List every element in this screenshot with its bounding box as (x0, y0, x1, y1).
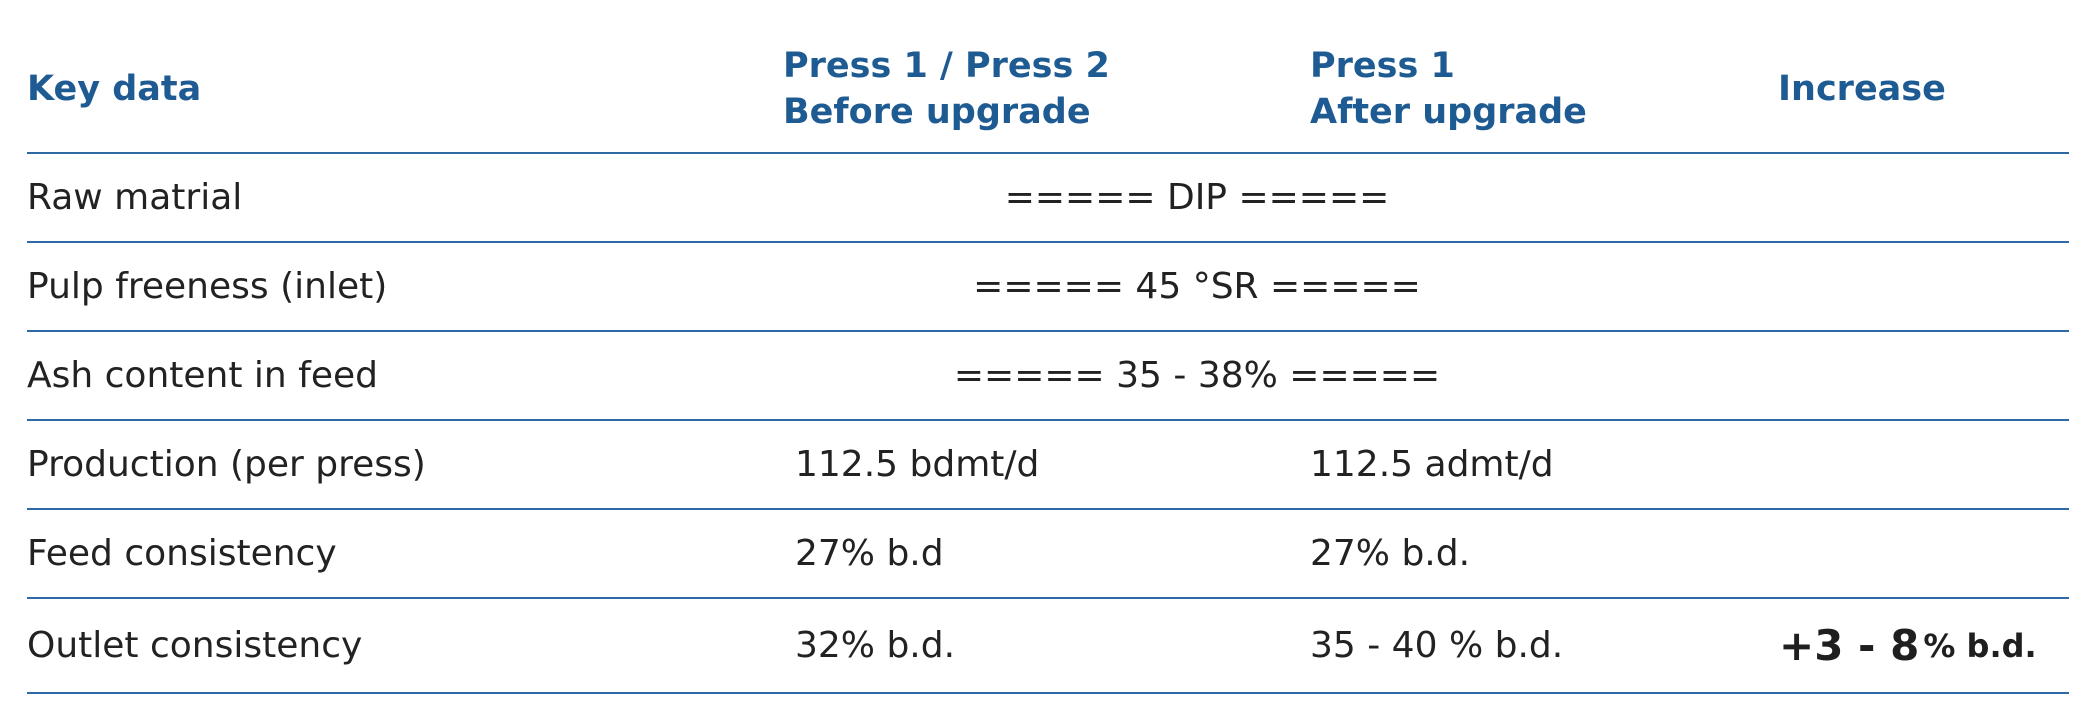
row-span-value: ===== 35 - 38% ===== (953, 355, 1441, 396)
row-after-value: 35 - 40 % b.d. (1310, 625, 1564, 666)
row-after-value: 112.5 admt/d (1310, 444, 1554, 485)
row-label: Outlet consistency (27, 625, 363, 666)
row-before-value: 32% b.d. (795, 625, 956, 666)
row-label: Raw matrial (27, 177, 243, 218)
header-increase: Increase (1778, 69, 1946, 109)
increase-number: +3 - 8 (1779, 621, 1920, 670)
row-before-value: 112.5 bdmt/d (795, 444, 1040, 485)
table-row-outlet-consistency: Outlet consistency 32% b.d. 35 - 40 % b.… (27, 599, 2069, 694)
header-after-upgrade: Press 1 After upgrade (1310, 46, 1587, 132)
key-data-table: Key data Press 1 / Press 2 Before upgrad… (27, 0, 2069, 694)
table-row-raw-material: Raw matrial ===== DIP ===== (27, 154, 2069, 243)
table-row-ash-content: Ash content in feed ===== 35 - 38% ===== (27, 332, 2069, 421)
header-key-data: Key data (27, 69, 202, 109)
table-row-production: Production (per press) 112.5 bdmt/d 112.… (27, 421, 2069, 510)
row-after-value: 27% b.d. (1310, 533, 1471, 574)
row-increase-value: +3 - 8% b.d. (1779, 599, 2037, 692)
row-before-value: 27% b.d (795, 533, 944, 574)
row-label: Feed consistency (27, 533, 337, 574)
row-label: Ash content in feed (27, 355, 378, 396)
table-row-feed-consistency: Feed consistency 27% b.d 27% b.d. (27, 510, 2069, 599)
table-row-pulp-freeness: Pulp freeness (inlet) ===== 45 °SR ===== (27, 243, 2069, 332)
header-before-upgrade: Press 1 / Press 2 Before upgrade (783, 46, 1110, 132)
row-span-value: ===== DIP ===== (1004, 177, 1390, 218)
table-header: Key data Press 1 / Press 2 Before upgrad… (27, 0, 2069, 154)
increase-unit: % b.d. (1923, 626, 2037, 665)
row-label: Pulp freeness (inlet) (27, 266, 388, 307)
row-label: Production (per press) (27, 444, 426, 485)
row-span-value: ===== 45 °SR ===== (973, 266, 1421, 307)
